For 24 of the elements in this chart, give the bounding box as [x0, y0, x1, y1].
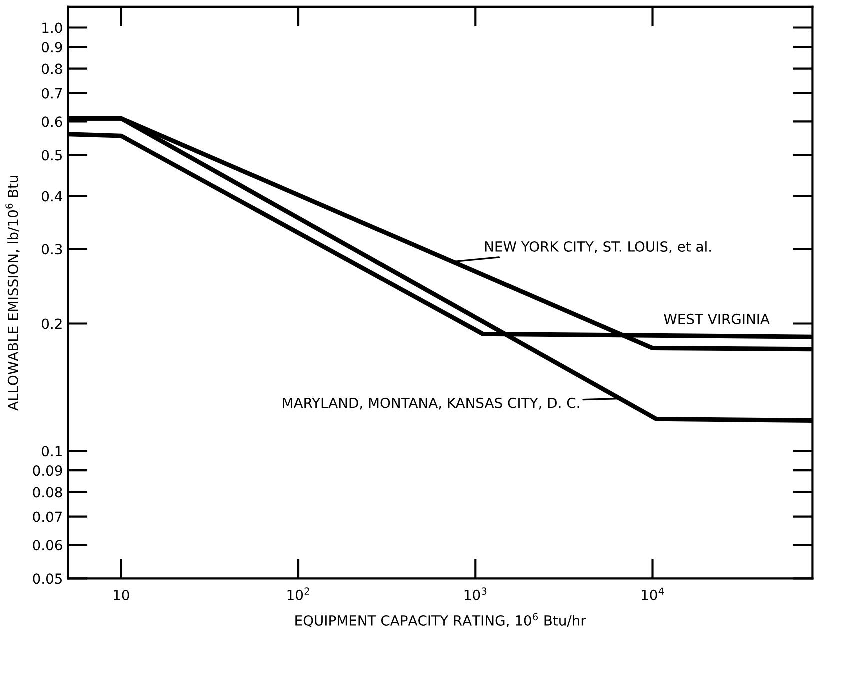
y-tick-label: 0.4	[42, 191, 62, 202]
y-tick-label: 0.07	[33, 512, 62, 522]
y-tick-label: 0.1	[42, 446, 62, 457]
y-tick-label: 0.5	[42, 150, 62, 161]
y-tick-label: 0.8	[42, 64, 62, 74]
y-tick-label: 0.05	[33, 574, 62, 584]
annotation: MARYLAND, MONTANA, KANSAS CITY, D. C.	[283, 398, 580, 410]
y-axis-title: ALLOWABLE EMISSION, lb/10$^{6}$ Btu	[6, 176, 20, 411]
y-tick-label: 0.7	[42, 88, 62, 99]
x-tick-label: 10$^{3}$	[464, 588, 487, 600]
x-tick-label: 10$^{2}$	[288, 588, 310, 600]
y-tick-label: 1.0	[42, 22, 62, 34]
x-tick-label: 10	[114, 590, 130, 601]
y-tick-label: 0.06	[33, 540, 62, 551]
y-tick-label: 0.9	[42, 42, 62, 53]
x-tick-label: 10$^{4}$	[642, 588, 664, 600]
y-tick-label: 0.09	[33, 466, 62, 476]
y-tick-label: 0.2	[42, 318, 62, 330]
y-tick-label: 0.6	[42, 116, 62, 128]
y-tick-label: 0.3	[42, 244, 62, 255]
annotation: NEW YORK CITY, ST. LOUIS, et al.	[485, 241, 712, 254]
y-tick-label: 0.08	[33, 487, 62, 498]
x-axis-title: EQUIPMENT CAPACITY RATING, 10$^{6}$ Btu/hr	[296, 613, 586, 628]
annotation: WEST VIRGINIA	[664, 314, 770, 324]
